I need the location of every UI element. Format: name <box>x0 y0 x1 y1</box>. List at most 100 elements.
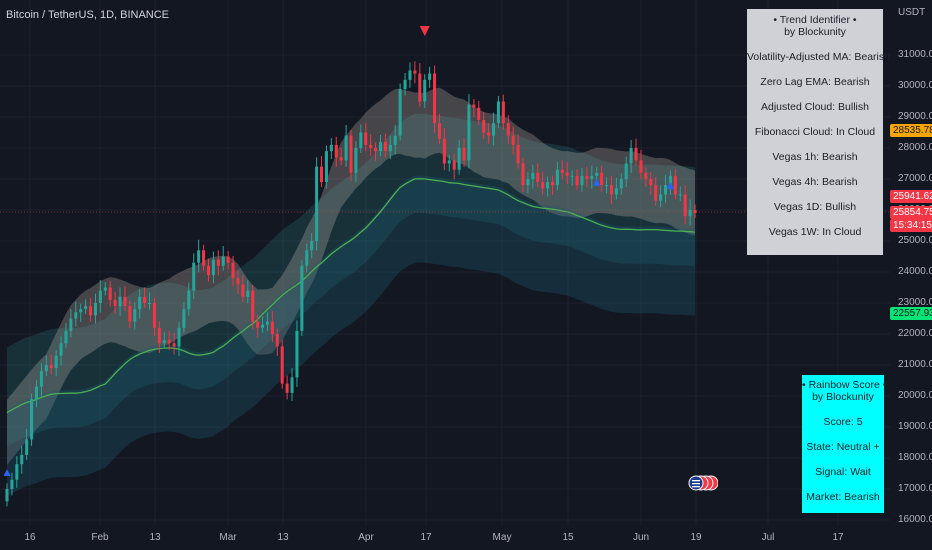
candle-body <box>688 210 692 217</box>
candle-body <box>418 73 422 102</box>
candle-body <box>315 166 319 241</box>
candle-body <box>383 141 387 152</box>
symbol-title[interactable]: Bitcoin / TetherUS, 1D, BINANCE <box>6 9 170 21</box>
candle-body <box>457 148 461 170</box>
candle-body <box>206 265 211 276</box>
candle-body <box>614 188 618 195</box>
candle-body <box>221 256 225 266</box>
candle-body <box>477 107 481 121</box>
candle-body <box>374 148 378 152</box>
price-tick-label: 19000.00 <box>898 421 932 432</box>
candle-body <box>157 327 161 344</box>
candle-body <box>275 334 279 347</box>
candle-body <box>261 324 265 328</box>
time-tick-label: 17 <box>420 532 432 543</box>
candle-body <box>428 73 432 80</box>
candle-body <box>536 172 540 183</box>
rainbow-score-panel: • Rainbow Score • by Blockunity Score: 5… <box>802 375 886 513</box>
candle-body <box>167 340 171 344</box>
candle-body <box>398 89 402 136</box>
time-tick-label: 15 <box>562 532 574 543</box>
candle-body <box>364 132 368 145</box>
candle-body <box>654 185 658 201</box>
trend-panel-row: Zero Lag EMA: Bearish <box>760 76 870 88</box>
price-tick-label: 16000.00 <box>898 514 932 525</box>
candle-body <box>501 101 505 124</box>
candle-body <box>295 330 299 378</box>
candle-body <box>280 346 284 384</box>
candle-body <box>575 175 579 186</box>
candle-body <box>172 343 176 347</box>
candle-body <box>487 132 491 136</box>
price-tick-label: 20000.00 <box>898 390 932 401</box>
candle-body <box>334 144 338 158</box>
rainbow-panel-row: State: Neutral + <box>806 441 880 453</box>
candle-body <box>285 383 289 393</box>
signal-markers <box>3 26 674 476</box>
price-tag: 22557.93 <box>890 307 932 320</box>
trend-panel-subtitle: by Blockunity <box>784 26 846 38</box>
candle-body <box>634 148 638 161</box>
candle-body <box>74 312 78 319</box>
candle-body <box>344 135 348 161</box>
candle-body <box>270 321 274 334</box>
candle-body <box>693 210 697 214</box>
candles <box>5 61 697 507</box>
candle-body <box>378 141 383 152</box>
sell-signal-arrow <box>419 26 430 36</box>
trend-panel-row: Vegas 1h: Bearish <box>772 151 858 163</box>
candle-body <box>629 148 633 164</box>
price-tick-label: 21000.00 <box>898 359 932 370</box>
candle-body <box>98 290 102 303</box>
price-tag: 15:34:15 <box>890 219 932 232</box>
candle-body <box>246 290 250 297</box>
candle-body <box>187 290 191 310</box>
price-tick-label: 22000.00 <box>898 328 932 339</box>
time-tick-label: 16 <box>24 532 36 543</box>
trend-panel-row: Volatility-Adjusted MA: Bearish <box>747 51 890 63</box>
candle-body <box>256 321 260 328</box>
time-tick-label: Jun <box>632 532 650 543</box>
candle-body <box>580 175 584 186</box>
price-tick-label: 18000.00 <box>898 452 932 463</box>
currency-label: USDT <box>898 7 926 18</box>
candle-body <box>25 439 29 455</box>
candle-body <box>152 303 156 328</box>
candle-body <box>482 120 486 133</box>
candle-body <box>305 250 309 266</box>
candle-body <box>84 306 88 310</box>
candle-body <box>565 172 569 176</box>
candle-body <box>506 123 510 136</box>
price-tick-label: 17000.00 <box>898 483 932 494</box>
time-tick-label: Apr <box>358 532 374 543</box>
candle-body <box>310 241 314 251</box>
trend-panel-row: Adjusted Cloud: Bullish <box>761 101 869 113</box>
candle-body <box>423 79 427 102</box>
candle-body <box>59 343 63 356</box>
candle-body <box>496 101 500 124</box>
candle-body <box>511 135 515 145</box>
candle-body <box>44 365 48 372</box>
time-tick-label: 13 <box>277 532 289 543</box>
candle-body <box>64 330 68 344</box>
candle-body <box>49 365 53 369</box>
candle-body <box>639 160 643 173</box>
candle-body <box>452 160 456 170</box>
candle-body <box>590 175 594 179</box>
candle-body <box>349 135 353 173</box>
candle-body <box>20 454 24 465</box>
buy-signal-arrow <box>3 469 11 476</box>
candle-body <box>118 296 122 307</box>
candle-body <box>526 179 530 186</box>
events-flag-icon[interactable] <box>688 475 718 491</box>
candle-body <box>560 169 564 173</box>
candle-body <box>89 306 93 316</box>
blue-cloud-band <box>7 175 695 497</box>
candle-body <box>108 287 112 300</box>
price-tick-label: 30000.00 <box>898 80 932 91</box>
candle-body <box>393 135 397 145</box>
candle-body <box>182 309 186 328</box>
candle-body <box>211 259 215 276</box>
candle-body <box>491 123 496 136</box>
rainbow-panel-row: Signal: Wait <box>815 466 871 478</box>
